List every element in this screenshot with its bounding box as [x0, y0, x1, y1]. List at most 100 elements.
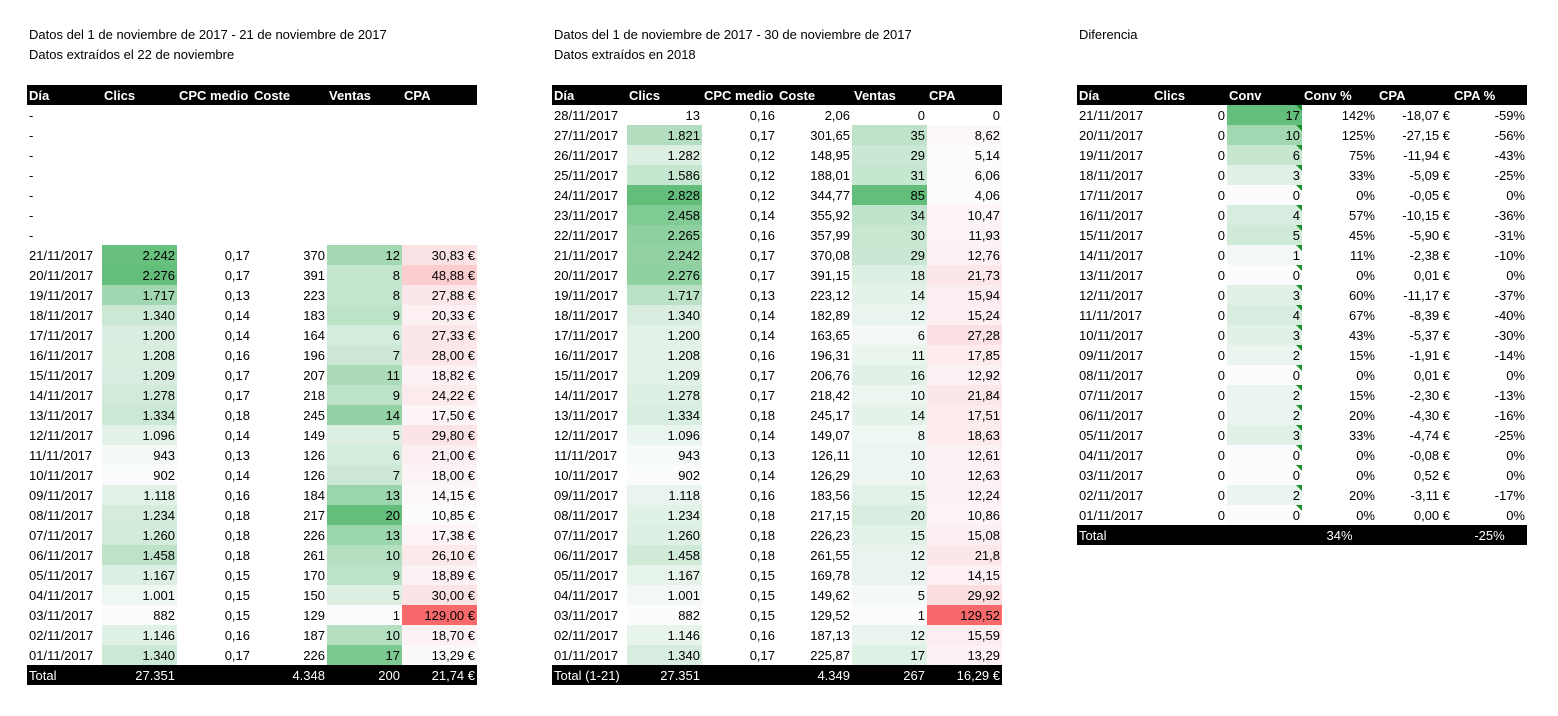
table-row: 26/11/2017 1.282 0,12 148,95 29 5,14 — [552, 145, 1002, 165]
table-cell: -4,30 € — [1409, 407, 1450, 423]
total-cell: Total (1-21) — [552, 665, 627, 685]
table-cell: 26,10 € — [402, 545, 477, 565]
table-cell: 184 — [303, 487, 325, 503]
table-cell: 1.821 — [627, 125, 702, 145]
table-cell: 882 — [627, 605, 702, 625]
table-cell: 2.458 — [627, 205, 702, 225]
table-cell: 48,88 € — [402, 265, 477, 285]
table-cell: -40% — [1494, 307, 1525, 323]
table-cell: 20% — [1348, 487, 1375, 503]
table-cell: 2 — [1227, 485, 1302, 505]
table-cell: 0,17 — [224, 247, 250, 263]
table-cell: 0,14 — [224, 427, 250, 443]
table-cell: 1.167 — [102, 565, 177, 585]
table-cell: 0 — [1217, 227, 1225, 243]
table-cell — [177, 105, 252, 125]
table-cell: 217,15 — [810, 507, 850, 523]
table-cell: 301,65 — [810, 127, 850, 143]
table-cell: 27,33 € — [402, 325, 477, 345]
table-cell — [252, 205, 327, 225]
table-cell: 17/11/2017 — [29, 327, 94, 343]
table-row: 21/11/2017 0 17 142% -18,07 € -59% — [1077, 105, 1527, 125]
table-cell: 0,14 — [749, 307, 775, 323]
table-cell — [102, 225, 177, 245]
table-row: - — [27, 145, 477, 165]
table-cell: 14/11/2017 — [29, 387, 94, 403]
table-cell: 1.096 — [102, 425, 177, 445]
table-row: 14/11/2017 1.278 0,17 218,42 10 21,84 — [552, 385, 1002, 405]
column-header: Ventas — [327, 85, 402, 105]
table-row: 20/11/2017 0 10 125% -27,15 € -56% — [1077, 125, 1527, 145]
table-row: - — [27, 105, 477, 125]
table-cell: 6 — [327, 445, 402, 465]
table-row: 23/11/2017 2.458 0,14 355,92 34 10,47 — [552, 205, 1002, 225]
table-cell: 26/11/2017 — [554, 147, 619, 163]
table-cell: 149,07 — [810, 427, 850, 443]
table-cell: 21,73 — [927, 265, 1002, 285]
column-header: CPA — [927, 85, 1002, 105]
table-cell: 0% — [1506, 367, 1525, 383]
table-cell: 12,76 — [927, 245, 1002, 265]
table-cell: 0,18 — [749, 547, 775, 563]
column-header: Clics — [102, 85, 177, 105]
table-cell: 0% — [1356, 467, 1375, 483]
table-row: 07/11/2017 0 2 15% -2,30 € -13% — [1077, 385, 1527, 405]
table-cell: 15% — [1348, 347, 1375, 363]
table-cell: 0 — [917, 107, 925, 123]
table-cell: 223 — [303, 287, 325, 303]
table-cell: 3 — [1227, 325, 1302, 345]
table-cell: 0 — [1217, 327, 1225, 343]
table-cell: 391 — [303, 267, 325, 283]
table-cell: 8 — [852, 425, 927, 445]
table-cell: 0 — [1217, 407, 1225, 423]
table-cell: 0,14 — [224, 307, 250, 323]
table-cell: 142% — [1341, 107, 1375, 123]
table-cell: 10 — [327, 545, 402, 565]
total-cell — [1227, 525, 1302, 545]
table-cell: 30,00 € — [402, 585, 477, 605]
table-cell: 18 — [852, 265, 927, 285]
table-cell: 149,62 — [810, 587, 850, 603]
table-row: 02/11/2017 0 2 20% -3,11 € -17% — [1077, 485, 1527, 505]
table-cell: -5,90 € — [1409, 227, 1450, 243]
table-cell: 1.340 — [102, 305, 177, 325]
table-cell: 2 — [1227, 345, 1302, 365]
header-row: Día Clics CPC medio Coste Ventas CPA — [552, 85, 1002, 105]
table-cell: 1.001 — [102, 585, 177, 605]
table-row: 14/11/2017 0 1 11% -2,38 € -10% — [1077, 245, 1527, 265]
table-cell: 0 — [1217, 207, 1225, 223]
table-cell: 09/11/2017 — [1079, 347, 1144, 363]
table-cell: 01/11/2017 — [29, 647, 94, 663]
table-cell: 4,06 — [927, 185, 1002, 205]
table-cell: 183 — [303, 307, 325, 323]
table-cell: 0,16 — [224, 627, 250, 643]
total-cell: 267 — [852, 665, 927, 685]
table-cell: 02/11/2017 — [554, 627, 619, 643]
table-cell: 31 — [852, 165, 927, 185]
table-cell: -59% — [1494, 107, 1525, 123]
table-cell: 0,16 — [749, 487, 775, 503]
table-cell: 0,17 — [749, 387, 775, 403]
table-cell: 13 — [685, 107, 700, 123]
table-cell: 17/11/2017 — [554, 327, 619, 343]
table-cell: 02/11/2017 — [29, 627, 94, 643]
table-cell: 2.276 — [627, 265, 702, 285]
table-cell: 0 — [1227, 445, 1302, 465]
table-cell: 08/11/2017 — [554, 507, 619, 523]
table-cell: 20,33 € — [402, 305, 477, 325]
table-cell: 15/11/2017 — [29, 367, 94, 383]
table-row: 09/11/2017 1.118 0,16 183,56 15 12,24 — [552, 485, 1002, 505]
table-cell: 15/11/2017 — [1079, 227, 1144, 243]
table-cell: 3 — [1227, 285, 1302, 305]
table-cell — [177, 145, 252, 165]
table-cell: 1.118 — [627, 485, 702, 505]
table-cell — [327, 125, 402, 145]
table-row: 15/11/2017 1.209 0,17 206,76 16 12,92 — [552, 365, 1002, 385]
table-cell: 21/11/2017 — [554, 247, 619, 263]
table-cell: 261,55 — [810, 547, 850, 563]
table-cell: 33% — [1348, 427, 1375, 443]
table-cell: 18,00 € — [402, 465, 477, 485]
table-row: 17/11/2017 1.200 0,14 163,65 6 27,28 — [552, 325, 1002, 345]
table-cell: 21/11/2017 — [1079, 107, 1144, 123]
table-cell: 13/11/2017 — [1079, 267, 1144, 283]
